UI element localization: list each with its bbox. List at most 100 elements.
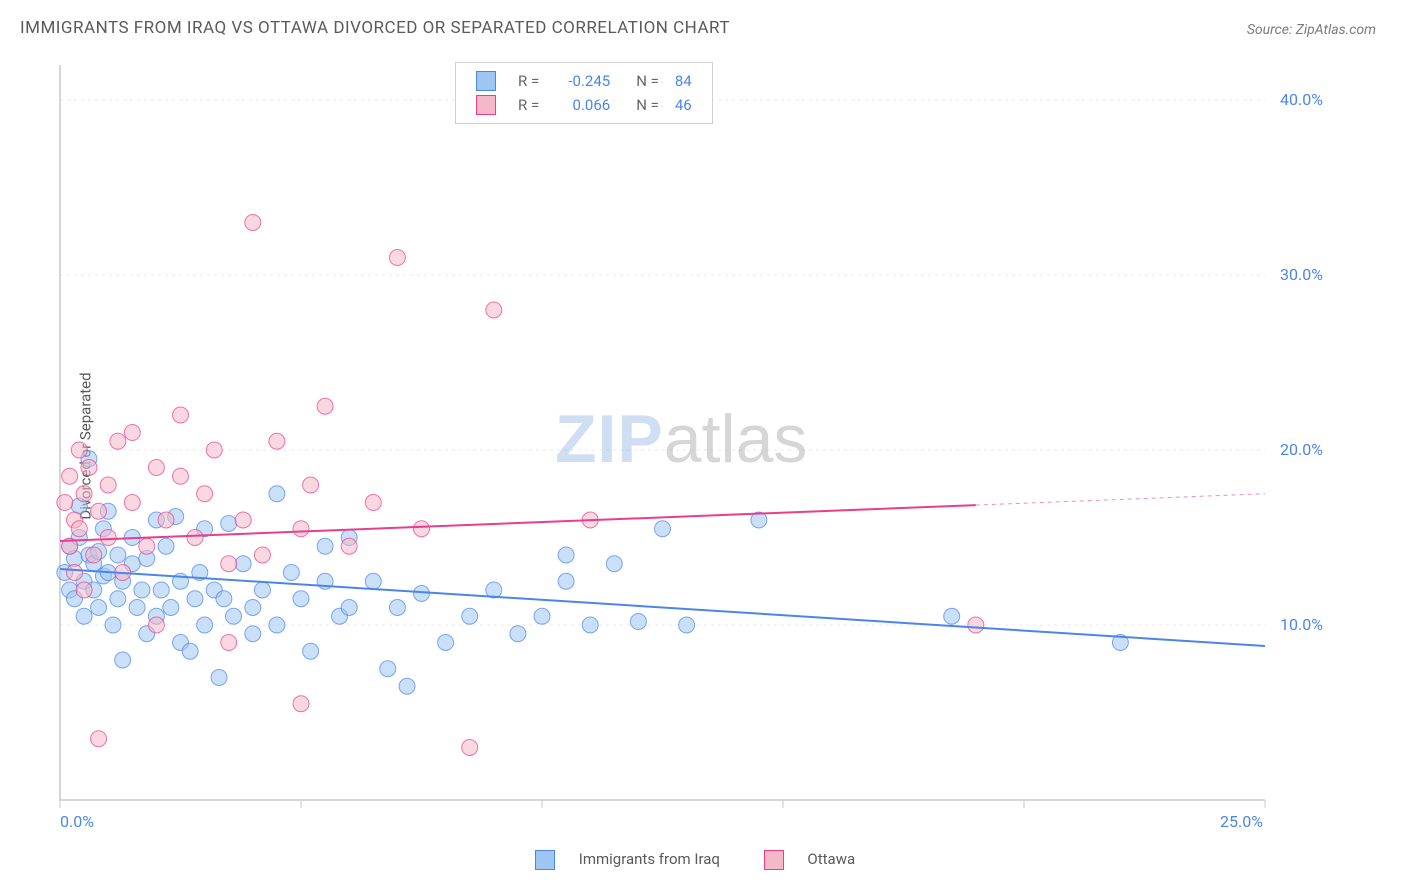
- source-credit: Source: ZipAtlas.com: [1247, 22, 1376, 38]
- data-point: [389, 250, 405, 266]
- data-point: [129, 600, 145, 616]
- data-point: [148, 617, 164, 633]
- data-point: [57, 495, 73, 511]
- data-point: [71, 442, 87, 458]
- data-point: [216, 591, 232, 607]
- data-point: [124, 495, 140, 511]
- data-point: [173, 407, 189, 423]
- data-point: [303, 643, 319, 659]
- trend-line-dashed: [976, 494, 1265, 505]
- legend-R-value: 0.066: [547, 93, 618, 117]
- data-point: [380, 661, 396, 677]
- data-point: [462, 608, 478, 624]
- scatter-plot-svg: [55, 60, 1350, 840]
- data-point: [269, 486, 285, 502]
- data-point: [341, 600, 357, 616]
- chart-title: IMMIGRANTS FROM IRAQ VS OTTAWA DIVORCED …: [20, 18, 730, 38]
- chart-area: ZIPatlas R =-0.245N =84R =0.066N =46 Imm…: [55, 60, 1350, 840]
- data-point: [110, 591, 126, 607]
- data-point: [365, 573, 381, 589]
- swatch-icon: [476, 71, 496, 91]
- data-point: [182, 643, 198, 659]
- data-point: [558, 547, 574, 563]
- data-point: [100, 477, 116, 493]
- y-tick-label: 30.0%: [1280, 265, 1323, 284]
- swatch-iraq: [535, 850, 555, 870]
- data-point: [414, 586, 430, 602]
- data-point: [944, 608, 960, 624]
- data-point: [163, 600, 179, 616]
- data-point: [399, 678, 415, 694]
- data-point: [158, 512, 174, 528]
- data-point: [293, 591, 309, 607]
- legend-label-ottawa: Ottawa: [807, 850, 855, 868]
- data-point: [91, 600, 107, 616]
- data-point: [226, 608, 242, 624]
- legend-R-label: R =: [510, 69, 547, 93]
- data-point: [173, 468, 189, 484]
- data-point: [105, 617, 121, 633]
- legend-N-value: 46: [667, 93, 700, 117]
- data-point: [91, 503, 107, 519]
- data-point: [62, 468, 78, 484]
- data-point: [124, 425, 140, 441]
- data-point: [414, 521, 430, 537]
- data-point: [235, 512, 251, 528]
- data-point: [655, 521, 671, 537]
- data-point: [341, 538, 357, 554]
- legend-R-label: R =: [510, 93, 547, 117]
- data-point: [221, 556, 237, 572]
- data-point: [86, 547, 102, 563]
- data-point: [283, 565, 299, 581]
- data-point: [365, 495, 381, 511]
- data-point: [211, 670, 227, 686]
- data-point: [110, 547, 126, 563]
- data-point: [153, 582, 169, 598]
- correlation-legend: R =-0.245N =84R =0.066N =46: [455, 62, 713, 124]
- data-point: [968, 617, 984, 633]
- data-point: [91, 731, 107, 747]
- data-point: [76, 486, 92, 502]
- data-point: [76, 608, 92, 624]
- data-point: [438, 635, 454, 651]
- trend-line: [60, 569, 1265, 646]
- data-point: [245, 626, 261, 642]
- swatch-ottawa: [764, 850, 784, 870]
- data-point: [582, 617, 598, 633]
- legend-N-label: N =: [618, 93, 667, 117]
- legend-item-ottawa: Ottawa: [764, 850, 875, 868]
- data-point: [197, 617, 213, 633]
- data-point: [221, 635, 237, 651]
- y-tick-label: 10.0%: [1280, 615, 1323, 634]
- data-point: [606, 556, 622, 572]
- data-point: [630, 614, 646, 630]
- data-point: [158, 538, 174, 554]
- data-point: [317, 398, 333, 414]
- data-point: [245, 215, 261, 231]
- data-point: [303, 477, 319, 493]
- data-point: [115, 652, 131, 668]
- data-point: [317, 538, 333, 554]
- legend-label-iraq: Immigrants from Iraq: [579, 850, 720, 868]
- data-point: [293, 521, 309, 537]
- data-point: [134, 582, 150, 598]
- x-tick-label: 0.0%: [60, 812, 94, 831]
- data-point: [245, 600, 261, 616]
- data-point: [254, 582, 270, 598]
- trend-line: [60, 505, 976, 541]
- legend-N-label: N =: [618, 69, 667, 93]
- legend-item-iraq: Immigrants from Iraq: [535, 850, 744, 868]
- data-point: [221, 516, 237, 532]
- data-point: [81, 460, 97, 476]
- x-tick-label: 25.0%: [1220, 812, 1263, 831]
- data-point: [206, 442, 222, 458]
- data-point: [462, 740, 478, 756]
- data-point: [235, 556, 251, 572]
- data-point: [534, 608, 550, 624]
- data-point: [148, 460, 164, 476]
- data-point: [269, 617, 285, 633]
- y-tick-label: 20.0%: [1280, 440, 1323, 459]
- data-point: [679, 617, 695, 633]
- data-point: [187, 530, 203, 546]
- data-point: [558, 573, 574, 589]
